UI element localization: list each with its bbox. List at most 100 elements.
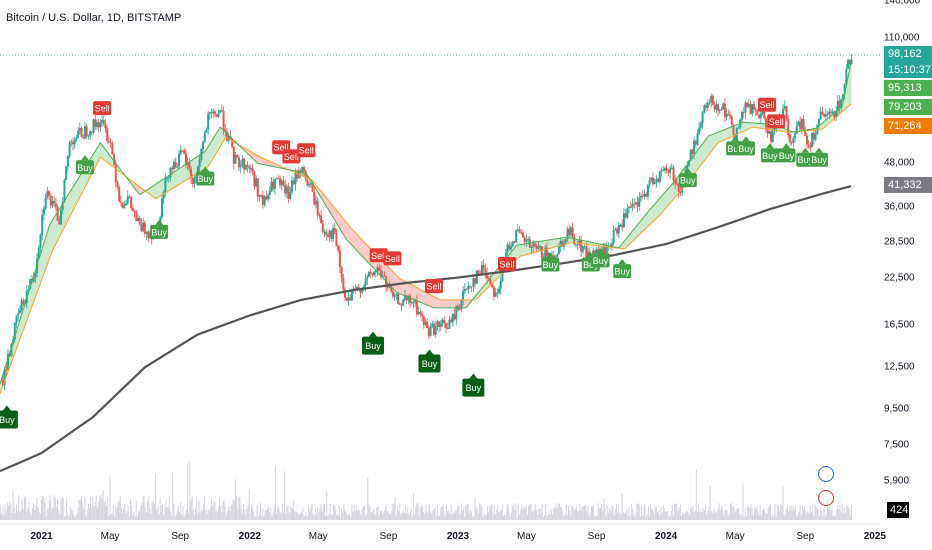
sell-signal[interactable]: Sell (767, 114, 786, 129)
buy-signal[interactable]: Buy (0, 405, 18, 429)
ema-cloud-segment (340, 214, 343, 233)
volume-bar (118, 500, 120, 520)
volume-bar (128, 516, 130, 520)
volume-bar (512, 505, 514, 520)
volume-bar (208, 509, 210, 520)
sell-signal[interactable]: Sell (383, 251, 402, 266)
candle-body (18, 310, 21, 313)
ema-cloud-segment (651, 205, 654, 223)
candle-body (323, 231, 326, 233)
candle-body (258, 195, 261, 197)
buy-signal[interactable]: Buy (777, 143, 796, 163)
ema-cloud-segment (759, 123, 762, 129)
sell-signal[interactable]: Sell (93, 101, 112, 116)
candle-body (812, 132, 815, 140)
sell-signal[interactable]: Sell (498, 256, 517, 271)
candle-body (54, 203, 57, 208)
candle-body (545, 247, 548, 257)
buy-signal[interactable]: Buy (613, 259, 632, 279)
candle-body (727, 113, 730, 116)
volume-bar (833, 515, 835, 520)
candle-body (234, 155, 237, 164)
ema-cloud-segment (845, 82, 847, 110)
volume-bar (589, 512, 591, 520)
candle-body (559, 241, 562, 247)
volume-bar (463, 507, 465, 520)
sell-signal[interactable]: Sell (297, 143, 316, 158)
buy-signal[interactable]: Buy (678, 168, 697, 188)
candle-body (97, 122, 100, 128)
buy-signal[interactable]: Buy (361, 331, 384, 355)
ema-cloud-segment (82, 169, 84, 193)
volume-bar (670, 510, 672, 520)
candle-body (374, 271, 377, 273)
candle-body (691, 149, 694, 155)
volume-bar (501, 504, 503, 520)
volume-bar (637, 503, 639, 520)
candle-body (845, 68, 848, 85)
volume-bar (530, 503, 532, 520)
candle-body (585, 246, 588, 260)
ema-cloud-segment (627, 234, 630, 246)
ema-cloud-segment (18, 318, 21, 343)
candle-body (518, 229, 521, 233)
candle-body (106, 128, 109, 142)
buy-signal[interactable]: Buy (591, 248, 610, 268)
ema-cloud-segment (152, 185, 154, 198)
sell-signal[interactable]: Sell (758, 97, 777, 112)
volume-bar (160, 505, 162, 520)
buy-signal[interactable]: Buy (462, 373, 485, 397)
volume-bar (604, 507, 606, 520)
sell-signal[interactable]: Sell (369, 248, 388, 263)
candle-body (241, 158, 244, 165)
volume-bar (164, 508, 166, 520)
buy-signal[interactable]: Buy (150, 219, 169, 239)
volume-bar (755, 508, 757, 520)
volume-bar (553, 508, 555, 520)
buy-signal[interactable]: Buy (809, 147, 828, 167)
volume-bar (509, 516, 511, 520)
countdown-tag: 15:10:37 (884, 62, 932, 78)
currency-flag-icon[interactable] (818, 490, 834, 506)
buy-signal[interactable]: Buy (196, 166, 215, 186)
symbol-title[interactable]: Bitcoin / U.S. Dollar, 1D, BITSTAMP (6, 12, 182, 24)
ema-cloud-segment (745, 122, 748, 131)
candle-body (616, 228, 619, 234)
candle-body (672, 167, 675, 181)
volume-bar (803, 510, 805, 520)
ema-cloud-segment (650, 207, 652, 225)
buy-signal[interactable]: Buy (541, 252, 560, 272)
ema-cloud-segment (718, 131, 721, 143)
buy-signal[interactable]: Buy (796, 147, 815, 167)
buy-signal[interactable]: Buy (760, 143, 779, 163)
volume-bar (173, 503, 175, 520)
candle-body (527, 239, 530, 241)
volume-bar (630, 503, 632, 520)
buy-signal[interactable]: Buy (418, 349, 441, 373)
ema-cloud-segment (268, 160, 271, 166)
volume-bar (271, 516, 273, 520)
buy-signal[interactable]: Buy (75, 155, 94, 175)
ema-cloud-segment (330, 202, 332, 216)
volume-bar (326, 491, 328, 520)
sell-signal[interactable]: Sell (282, 149, 301, 164)
ema-cloud-segment (335, 208, 338, 224)
volume-bar (407, 507, 409, 520)
candle-body (61, 201, 64, 210)
volume-bar (840, 511, 842, 520)
volume-bar (317, 507, 319, 520)
volume-bar (815, 505, 817, 520)
volume-bar (824, 516, 826, 520)
volume-bar (279, 511, 281, 520)
candle-body (491, 284, 494, 288)
volume-bar (672, 515, 674, 520)
volume-bar (120, 508, 122, 520)
buy-signal[interactable]: Buy (736, 136, 755, 156)
candle-body (740, 112, 743, 120)
add-indicator-icon[interactable] (818, 466, 834, 482)
volume-bar (790, 504, 792, 520)
sell-signal[interactable]: Sell (425, 279, 444, 294)
ema-cloud-segment (728, 127, 731, 138)
candle-body (655, 178, 658, 183)
